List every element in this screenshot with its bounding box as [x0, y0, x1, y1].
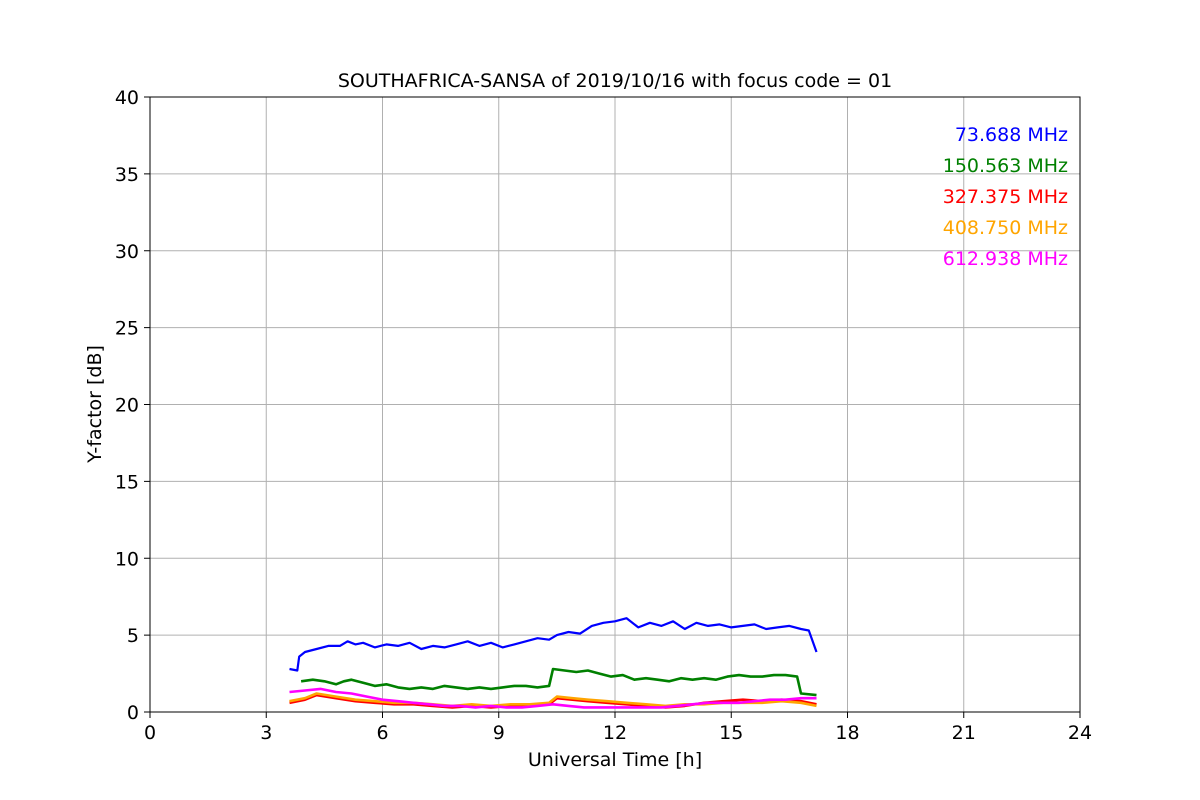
x-tick-label: 9 [493, 722, 505, 744]
y-tick-label: 10 [115, 548, 139, 570]
x-axis-label: Universal Time [h] [528, 749, 702, 771]
grid [149, 96, 1081, 713]
y-tick-label: 35 [115, 164, 139, 186]
x-tick-label: 15 [719, 722, 743, 744]
y-tick-label: 5 [127, 625, 139, 647]
x-tick-label: 18 [835, 722, 859, 744]
series-layer [289, 617, 818, 709]
series-line-1 [300, 667, 817, 697]
series-line-0 [289, 617, 818, 672]
legend-entry-3: 408.750 MHz [943, 217, 1068, 239]
series-line-4 [289, 687, 817, 709]
y-tick-label: 40 [115, 87, 139, 109]
ticks: 0 3 6 9 12 15 18 21 24 0 5 10 15 20 25 30 35 40 [115, 87, 1092, 744]
y-axis-label: Y-factor [dB] [84, 345, 106, 464]
x-tick-label: 3 [260, 722, 272, 744]
legend-entry-4: 612.938 MHz [943, 248, 1068, 270]
x-tick-label: 21 [952, 722, 976, 744]
y-tick-label: 20 [115, 395, 139, 417]
x-tick-label: 24 [1068, 722, 1092, 744]
x-tick-label: 12 [603, 722, 627, 744]
legend: 73.688 MHz 150.563 MHz 327.375 MHz 408.750 … [943, 124, 1068, 270]
legend-entry-0: 73.688 MHz [955, 124, 1068, 146]
x-tick-label: 6 [376, 722, 388, 744]
x-tick-label: 0 [144, 722, 156, 744]
y-tick-label: 0 [127, 702, 139, 724]
y-tick-label: 15 [115, 471, 139, 493]
y-tick-label: 25 [115, 318, 139, 340]
chart-title: SOUTHAFRICA-SANSA of 2019/10/16 with foc… [338, 70, 892, 92]
legend-entry-2: 327.375 MHz [943, 186, 1068, 208]
y-tick-label: 30 [115, 241, 139, 263]
legend-entry-1: 150.563 MHz [943, 155, 1068, 177]
